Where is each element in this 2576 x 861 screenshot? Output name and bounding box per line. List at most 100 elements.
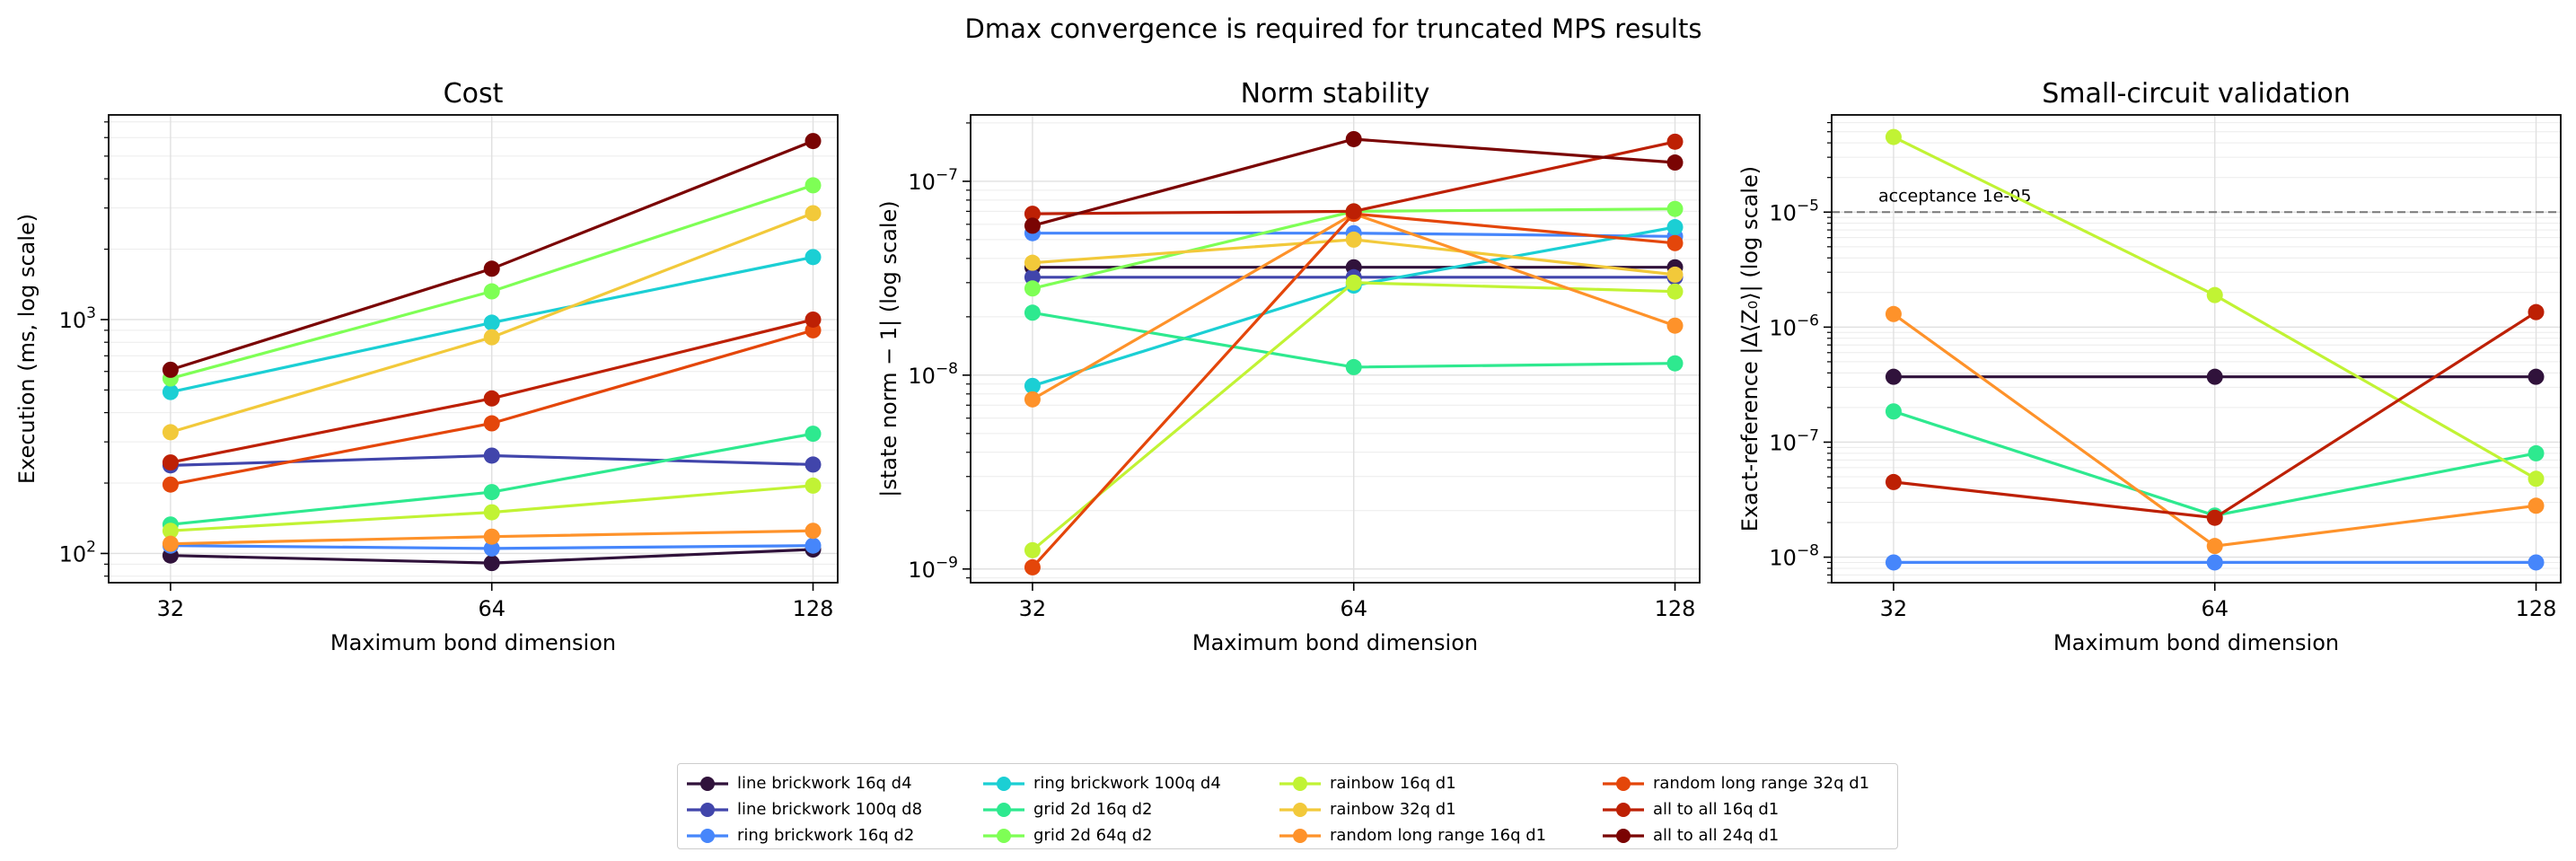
panel-title: Small-circuit validation [2042,78,2351,110]
data-point [2206,509,2223,526]
x-tick-label: 64 [2201,596,2229,621]
y-tick-label: 10−7 [1769,426,1819,455]
data-point [483,484,500,501]
y-axis-label: Exact-reference |Δ⟨Z₀⟩| (log scale) [1737,166,1763,532]
y-tick-label: 102 [59,538,96,567]
legend-entry: line brickwork 100q d8 [687,797,983,821]
y-tick-label: 10−8 [1769,542,1819,571]
y-tick-label: 10−8 [908,360,958,389]
y-tick-label: 10−7 [908,166,958,195]
data-point [483,415,500,432]
data-point [1024,217,1041,234]
series-all-to-all-24q-d1 [1024,130,1684,234]
series-ring-brickwork-16q-d2 [1885,554,2545,571]
legend-label: line brickwork 16q d4 [737,774,912,793]
legend-label: rainbow 16q d1 [1330,774,1456,793]
legend-marker-icon [983,802,1024,817]
legend-entry: grid 2d 64q d2 [983,823,1279,848]
legend-marker-icon [687,776,728,791]
data-point [2528,368,2545,385]
panel-title: Norm stability [1241,78,1430,110]
legend-label: rainbow 32q d1 [1330,800,1456,819]
y-axis-label: Execution (ms, log scale) [14,214,40,484]
data-point [1024,268,1041,286]
series-rainbow-16q-d1 [1885,128,2545,488]
data-point [804,177,822,194]
legend-entry: rainbow 32q d1 [1279,797,1603,821]
x-tick-label: 128 [1655,596,1696,621]
y-axis-label: |state norm − 1| (log scale) [876,200,901,496]
plot-frame [970,114,1701,584]
data-point [1024,377,1041,394]
data-point [1345,203,1362,220]
data-point [804,249,822,266]
data-point [162,476,179,493]
x-tick-label: 128 [793,596,834,621]
data-point [483,540,500,557]
data-point [2528,470,2545,488]
panel-title: Cost [444,78,504,110]
plot-frame [108,114,839,584]
data-point [804,426,822,443]
x-axis-label: Maximum bond dimension [2053,630,2339,655]
data-point [483,329,500,346]
legend-marker-icon [1279,802,1321,817]
plot-frame [1831,114,2562,584]
data-point [483,314,500,331]
data-point [162,383,179,400]
legend-label: random long range 32q d1 [1653,774,1870,793]
legend-entry: random long range 16q d1 [1279,823,1603,848]
data-point [162,424,179,441]
data-point [162,454,179,471]
data-point [1666,200,1684,217]
legend-label: random long range 16q d1 [1330,826,1547,845]
data-point [2528,497,2545,514]
legend-entry: grid 2d 16q d2 [983,797,1279,821]
cost-panel: 102 103 32 64 128 Cost Maximum bond dimension E… [14,78,839,655]
x-axis-label: Maximum bond dimension [330,630,616,655]
data-point [1666,317,1684,334]
legend-marker-icon [983,828,1024,843]
data-point [1885,305,1902,322]
series-grid-2d-16q-d2 [1024,304,1684,375]
series-all-to-all-16q-d1 [1885,303,2545,526]
series-random-long-range-32q-d1 [162,321,822,493]
data-point [2528,303,2545,321]
legend-entry: line brickwork 16q d4 [687,771,983,795]
data-point [804,477,822,494]
series-ring-brickwork-100q-d4 [162,249,822,400]
legend-label: grid 2d 64q d2 [1033,826,1153,845]
data-point [1666,266,1684,283]
legend-label: grid 2d 16q d2 [1033,800,1153,819]
series-random-long-range-16q-d1 [1885,305,2545,555]
data-point [1024,558,1041,575]
legend-label: all to all 24q d1 [1653,826,1780,845]
data-point [1666,154,1684,171]
norm-stability-panel: 10−9 10−8 10−7 32 64 128 Norm stability Maximum… [876,78,1701,655]
x-tick-label: 32 [1880,596,1908,621]
data-point [1024,206,1041,223]
legend-marker-icon [1603,776,1644,791]
legend-entry: ring brickwork 100q d4 [983,771,1279,795]
series-line-brickwork-16q-d4 [1885,368,2545,385]
data-point [162,535,179,552]
legend-label: line brickwork 100q d8 [737,800,923,819]
data-point [483,260,500,277]
x-tick-label: 64 [1340,596,1367,621]
legend-marker-icon [1603,828,1644,843]
legend-label: ring brickwork 100q d4 [1033,774,1221,793]
data-point [162,361,179,378]
data-point [1024,304,1041,321]
legend-label: all to all 16q d1 [1653,800,1780,819]
data-point [483,283,500,300]
data-point [483,447,500,464]
data-point [1024,254,1041,271]
data-point [1885,554,1902,571]
data-point [2206,368,2223,385]
data-point [1024,541,1041,558]
figure-title: Dmax convergence is required for truncat… [965,13,1702,44]
data-point [1024,391,1041,408]
series-random-long-range-16q-d1 [162,523,822,552]
data-point [1345,358,1362,375]
legend-label: ring brickwork 16q d2 [737,826,915,845]
